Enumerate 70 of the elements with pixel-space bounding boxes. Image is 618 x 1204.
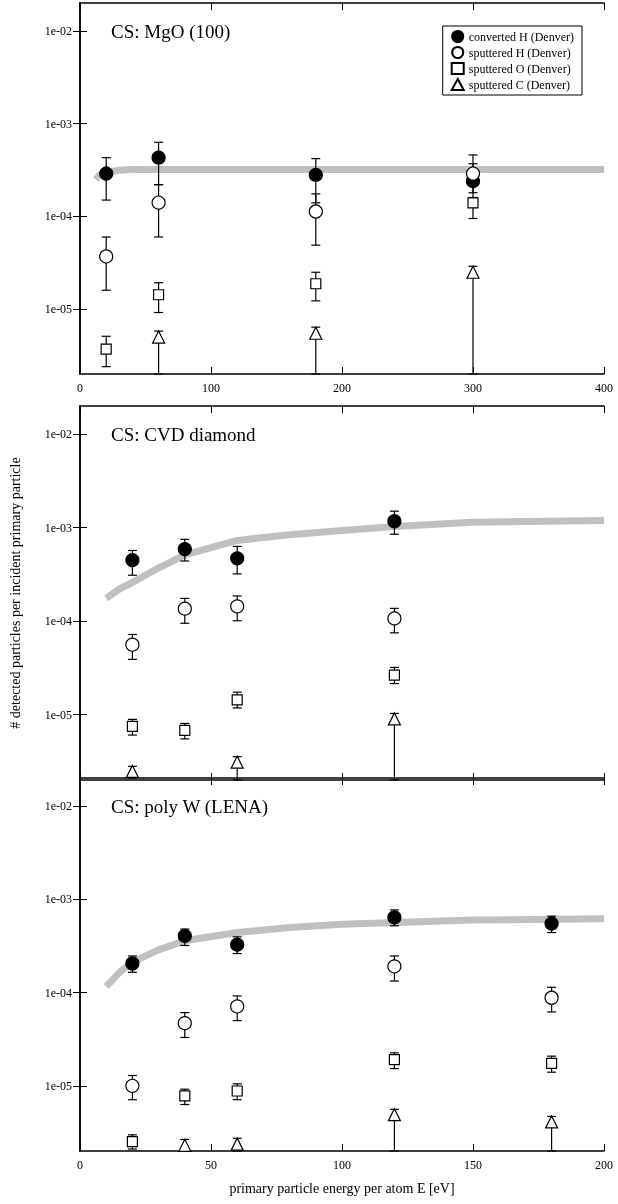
x-tick-label: 200 [333,381,351,395]
point [99,249,114,264]
point [125,637,140,652]
point [388,1054,400,1066]
point [387,514,402,529]
y-tick-label: 1e-02 [44,799,72,814]
y-tick-label: 1e-03 [44,116,72,131]
point [177,541,192,557]
point [387,611,402,626]
x-tick-label: 100 [333,1158,351,1172]
x-axis-title: primary particle energy per atom E [eV] [229,1180,455,1196]
point [544,990,559,1005]
x-tick-label: 300 [464,381,482,395]
point [465,166,481,181]
legend-label: sputtered C (Denver) [468,77,571,92]
y-tick-label: 1e-02 [44,23,72,38]
point [100,343,112,355]
point [230,551,245,566]
point [387,1108,401,1122]
y-tick-label: 1e-05 [44,1078,72,1093]
text: CS: MgO (100) [111,21,231,43]
point [230,999,245,1014]
point [230,755,244,769]
y-tick-label: 1e-03 [44,520,72,535]
point [467,197,479,209]
point [466,265,480,279]
x-tick-label: 50 [205,1158,217,1172]
x-tick-label: 150 [464,1158,482,1172]
y-tick-label: 1e-04 [44,209,72,224]
y-tick-label: 1e-04 [44,614,72,629]
text: CS: CVD diamond [111,424,257,445]
point [126,720,138,732]
point [387,959,402,974]
y-tick-label: 1e-05 [44,707,72,722]
y-tick-label: 1e-03 [44,892,72,907]
point [546,1057,558,1069]
x-tick-label: 400 [595,381,613,395]
legend-label: sputtered O (Denver) [468,61,571,76]
x-tick-label: 100 [202,381,220,395]
point [99,166,114,181]
point [310,278,322,290]
point [125,552,140,568]
y-axis-title: # detected particles per incident primary particle [7,457,23,729]
y-tick-label: 1e-02 [44,427,72,442]
point [151,195,166,210]
y-tick-label: 1e-05 [44,302,72,317]
point [387,712,401,726]
point [309,326,323,340]
point [179,1090,191,1102]
point [231,1085,243,1097]
y-tick-label: 1e-04 [44,985,72,1000]
point [230,599,245,614]
point [153,289,165,301]
point [125,1078,140,1093]
x-tick-label: 0 [77,381,83,395]
x-tick-label: 200 [595,1158,613,1172]
point [151,150,166,165]
point [177,601,192,616]
legend-label: converted H (Denver) [468,29,574,44]
point [388,669,400,681]
point [177,1016,192,1031]
point [179,724,191,736]
point [152,330,166,344]
point [308,204,323,219]
legend-label: sputtered H (Denver) [468,45,571,60]
point [545,1115,559,1129]
x-tick-label: 0 [77,1158,83,1172]
text: CS: poly W (LENA) [111,796,269,818]
point [308,167,323,183]
point [178,1138,192,1152]
